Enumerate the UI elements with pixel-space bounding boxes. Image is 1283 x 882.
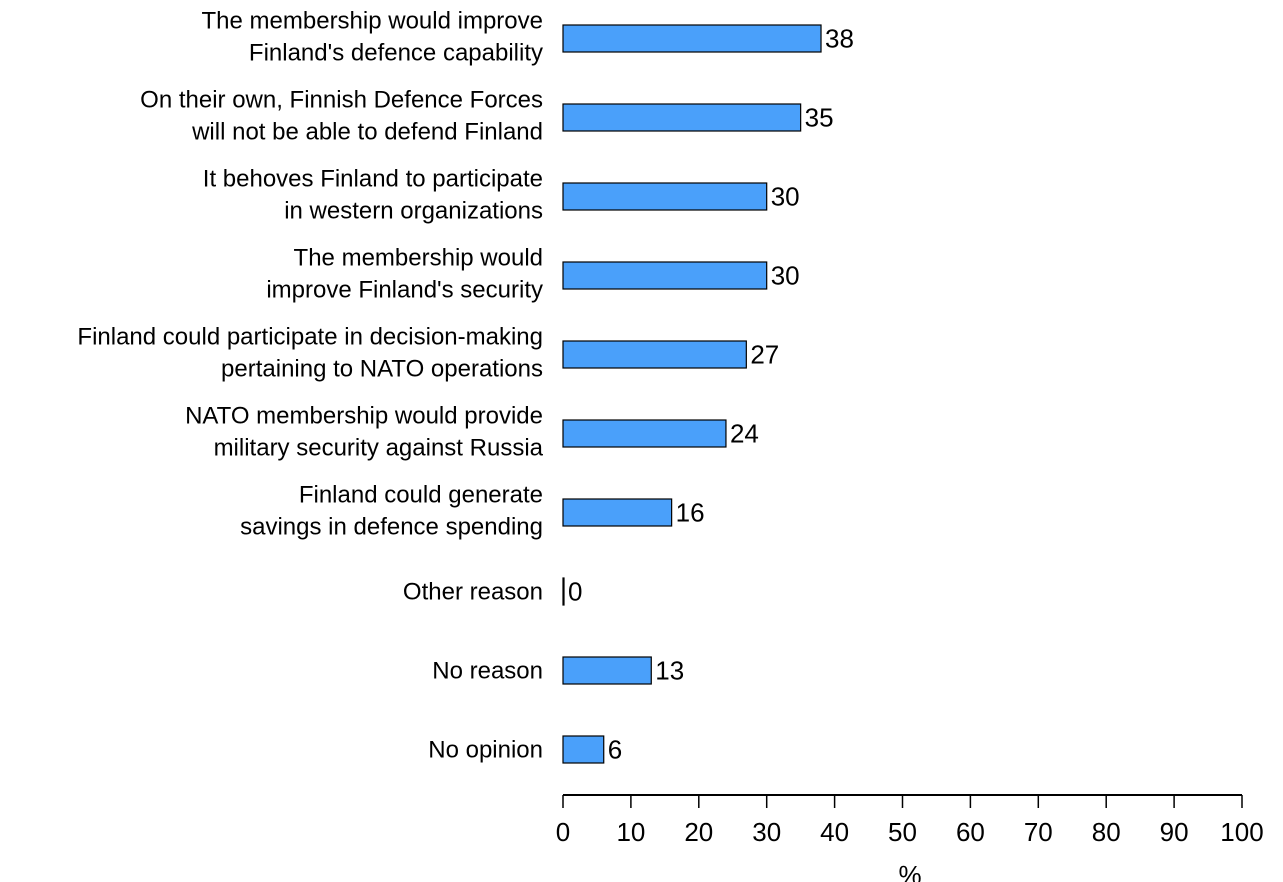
category-label: NATO membership would provide military se…	[185, 403, 544, 462]
x-axis: 0 10 20 30 40 50 60 70 80 90 100	[556, 795, 1264, 847]
category-label: Other reason	[403, 579, 543, 606]
x-tick-label: 0	[556, 817, 570, 847]
value-label: 30	[771, 182, 800, 212]
bar	[563, 657, 651, 684]
value-label: 0	[568, 577, 582, 607]
bar	[563, 25, 821, 52]
category-label: Finland could participate in decision-ma…	[77, 324, 543, 383]
value-label: 38	[825, 24, 854, 54]
x-tick-label: 40	[820, 817, 849, 847]
value-label: 13	[655, 656, 684, 686]
category-labels: The membership would improve Finland's de…	[77, 8, 543, 764]
category-label: The membership would improve Finland's se…	[266, 245, 543, 304]
category-label: It behoves Finland to participate in west…	[203, 166, 543, 225]
x-tick-label: 50	[888, 817, 917, 847]
value-label: 16	[676, 498, 705, 528]
category-label: No opinion	[428, 737, 543, 764]
bars-group	[563, 25, 821, 763]
value-labels: 38 35 30 30 27 24 16 0 13 6	[568, 24, 854, 765]
value-label: 30	[771, 261, 800, 291]
x-tick-label: 60	[956, 817, 985, 847]
bar	[563, 183, 767, 210]
x-tick-label: 20	[684, 817, 713, 847]
bar	[563, 499, 672, 526]
bar	[563, 578, 564, 605]
x-tick-label: 30	[752, 817, 781, 847]
x-tick-label: 10	[616, 817, 645, 847]
value-label: 6	[608, 735, 622, 765]
bar	[563, 736, 604, 763]
bar	[563, 420, 726, 447]
bar	[563, 262, 767, 289]
bar	[563, 341, 746, 368]
value-label: 24	[730, 419, 759, 449]
bar	[563, 104, 801, 131]
category-label: The membership would improve Finland's de…	[202, 8, 543, 67]
x-tick-label: 70	[1024, 817, 1053, 847]
category-label: Finland could generate savings in defence…	[240, 482, 543, 541]
value-label: 27	[750, 340, 779, 370]
x-tick-label: 100	[1220, 817, 1263, 847]
category-label: On their own, Finnish Defence Forces will…	[140, 87, 543, 146]
value-label: 35	[805, 103, 834, 133]
x-axis-title: %	[898, 860, 921, 882]
category-label: No reason	[432, 658, 543, 685]
x-tick-label: 90	[1160, 817, 1189, 847]
x-tick-label: 80	[1092, 817, 1121, 847]
